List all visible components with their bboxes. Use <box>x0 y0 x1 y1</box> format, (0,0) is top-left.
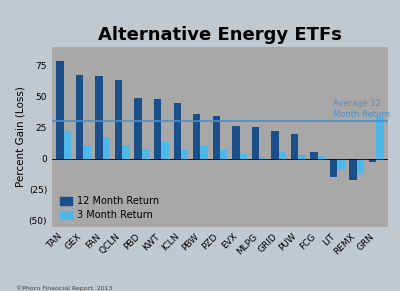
Bar <box>142 149 149 159</box>
Bar <box>337 159 345 170</box>
Text: ©Phorn Financial Report, 2013: ©Phorn Financial Report, 2013 <box>16 285 112 290</box>
Bar <box>291 134 298 159</box>
Bar <box>252 127 259 159</box>
Bar <box>161 142 169 159</box>
Bar <box>115 80 122 159</box>
Bar <box>200 146 208 159</box>
Bar <box>298 155 306 159</box>
Bar <box>64 131 71 159</box>
Bar <box>259 157 266 159</box>
Bar <box>56 61 64 159</box>
Bar <box>95 77 103 159</box>
Bar <box>212 116 220 159</box>
Bar <box>232 126 240 159</box>
Bar <box>181 150 188 159</box>
Bar <box>103 137 110 159</box>
Bar <box>83 145 91 159</box>
Bar <box>310 152 318 159</box>
Bar <box>330 159 337 177</box>
Bar <box>174 102 181 159</box>
Bar <box>376 118 384 159</box>
Bar <box>240 154 247 159</box>
Bar <box>134 97 142 159</box>
Bar <box>122 145 130 159</box>
Y-axis label: Percent Gain (Loss): Percent Gain (Loss) <box>16 86 26 187</box>
Bar <box>220 150 228 159</box>
Bar <box>154 99 161 159</box>
Legend: 12 Month Return, 3 Month Return: 12 Month Return, 3 Month Return <box>60 196 159 220</box>
Bar <box>193 114 200 159</box>
Bar <box>357 159 364 173</box>
Bar <box>349 159 357 180</box>
Bar <box>279 152 286 159</box>
Bar <box>271 131 279 159</box>
Bar <box>76 75 83 159</box>
Bar <box>369 159 376 162</box>
Title: Alternative Energy ETFs: Alternative Energy ETFs <box>98 26 342 44</box>
Text: Average 12
Month Return: Average 12 Month Return <box>333 99 390 119</box>
Bar <box>318 156 325 159</box>
